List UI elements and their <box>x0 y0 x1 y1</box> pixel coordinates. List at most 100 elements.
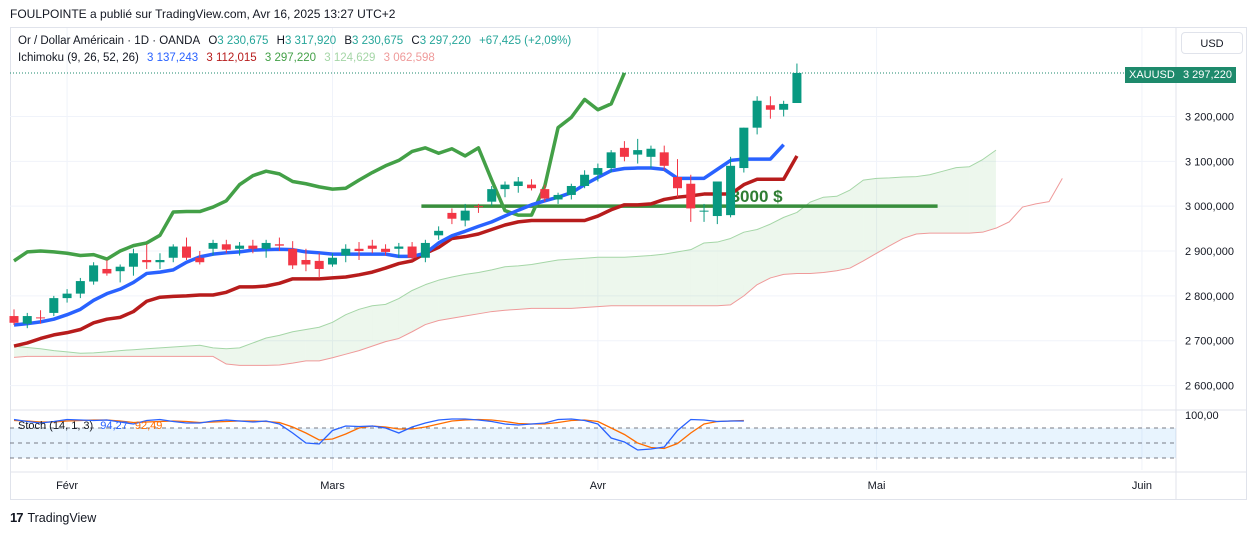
candle <box>513 177 523 193</box>
ichimoku-cloud-segment <box>531 262 545 309</box>
candle-body <box>633 150 643 155</box>
ichimoku-cloud-segment <box>159 347 174 357</box>
y-tick-label: 2 600,000 <box>1185 381 1234 393</box>
candle <box>686 174 696 222</box>
ichimoku-cloud-segment <box>876 177 890 254</box>
candle-body <box>89 265 99 282</box>
ichimoku-cloud-segment <box>796 202 811 274</box>
ichimoku-cloud-segment <box>770 217 784 278</box>
ichimoku-cloud-segment <box>929 171 943 234</box>
symbol-legend: Or / Dollar Américain · 1D · OANDA O3 23… <box>18 35 576 47</box>
ichimoku-cloud-segment <box>213 347 227 365</box>
candle-body <box>128 253 138 267</box>
ichimoku-cloud-segment <box>491 266 505 312</box>
candle <box>248 239 258 254</box>
ichimoku-cloud-segment <box>956 166 970 234</box>
low-label: B <box>344 35 353 47</box>
candle <box>9 309 19 326</box>
candle-body <box>527 184 537 189</box>
senkou-span-a-line <box>13 149 997 354</box>
ichimoku-cloud-segment <box>199 345 214 357</box>
candle-body <box>62 293 72 299</box>
candle-body <box>248 245 258 249</box>
ichimoku-cloud-segment <box>889 177 904 246</box>
candle <box>115 264 125 283</box>
candle-body <box>646 148 656 157</box>
candle-body <box>765 105 775 110</box>
candle <box>580 170 590 189</box>
candle <box>62 289 72 303</box>
candle-body <box>49 298 59 313</box>
ichimoku-cloud-segment <box>186 345 200 357</box>
candle <box>712 181 722 225</box>
ichimoku-cloud-segment <box>650 254 665 306</box>
kijun-value: 3 112,015 <box>206 52 257 64</box>
candle-body <box>566 185 576 195</box>
candle-body <box>726 165 736 216</box>
high-label: H <box>276 35 285 47</box>
ichimoku-cloud-segment <box>252 338 267 366</box>
ichimoku-cloud-segment <box>863 178 877 261</box>
candle <box>779 100 789 117</box>
y-tick-label: 2 800,000 <box>1185 291 1234 303</box>
ichimoku-cloud-segment <box>544 259 559 309</box>
ichimoku-cloud-segment <box>133 348 147 357</box>
ichimoku-cloud-segment <box>504 265 519 311</box>
ichimoku-cloud-segment <box>757 224 771 285</box>
open-value: 3 230,675 <box>217 35 269 47</box>
ichimoku-cloud-segment <box>810 197 824 274</box>
x-tick-label: Avr <box>590 480 607 492</box>
stoch-label[interactable]: Stoch (14, 1, 3) <box>18 420 94 432</box>
candle-body <box>221 244 231 250</box>
candle <box>381 244 391 256</box>
ichimoku-cloud-segment <box>40 348 54 357</box>
candle <box>221 239 231 254</box>
candle-body <box>673 177 682 189</box>
candle <box>792 63 802 104</box>
candle-body <box>540 189 550 199</box>
x-tick-label: Mai <box>868 480 886 492</box>
y-tick-label: 2 900,000 <box>1185 246 1234 258</box>
brand-name: TradingView <box>27 510 97 525</box>
ichimoku-label[interactable]: Ichimoku (9, 26, 52, 26) <box>18 52 139 64</box>
candle-body <box>142 259 152 263</box>
ichimoku-cloud-segment <box>518 264 532 310</box>
ichimoku-cloud-segment <box>850 180 864 269</box>
ichimoku-cloud-segment <box>611 257 625 306</box>
candle <box>487 185 497 207</box>
ichimoku-cloud-segment <box>266 335 280 366</box>
currency-selector[interactable]: USD <box>1181 32 1243 54</box>
senkou-span-b-line <box>13 178 1063 366</box>
x-tick-label: Mars <box>320 480 345 492</box>
candle-body <box>288 248 298 266</box>
candle-body <box>420 242 430 258</box>
ichimoku-cloud-segment <box>332 314 346 358</box>
candle <box>752 96 762 135</box>
last-price-tag: 3 297,220 <box>1179 67 1236 83</box>
candle <box>420 239 430 263</box>
x-tick-label: Févr <box>56 480 78 492</box>
symbol-name[interactable]: Or / Dollar Américain · 1D · OANDA <box>18 35 201 47</box>
tradingview-footer[interactable]: 17 TradingView <box>10 510 96 525</box>
candle-body <box>752 100 762 128</box>
candle <box>354 242 364 260</box>
tenkan-value: 3 137,243 <box>147 52 199 64</box>
candle-body <box>407 246 417 258</box>
ichimoku-cloud-segment <box>690 242 705 306</box>
ichimoku-cloud-segment <box>558 259 572 309</box>
candle-body <box>155 259 165 263</box>
ichimoku-cloud-segment <box>173 346 187 357</box>
publish-info: FOULPOINTE a publié sur TradingView.com,… <box>10 7 396 21</box>
candle <box>274 237 284 252</box>
y-tick-label: 2 700,000 <box>1185 336 1234 348</box>
candle-body <box>593 168 603 175</box>
ichimoku-cloud-segment <box>451 274 466 319</box>
candle <box>593 163 603 182</box>
candle <box>726 156 736 218</box>
ichimoku-cloud-segment <box>730 232 744 305</box>
ichimoku-cloud-segment <box>571 258 585 309</box>
candle <box>619 141 629 162</box>
stoch-band <box>10 428 1176 458</box>
candle <box>473 203 483 213</box>
